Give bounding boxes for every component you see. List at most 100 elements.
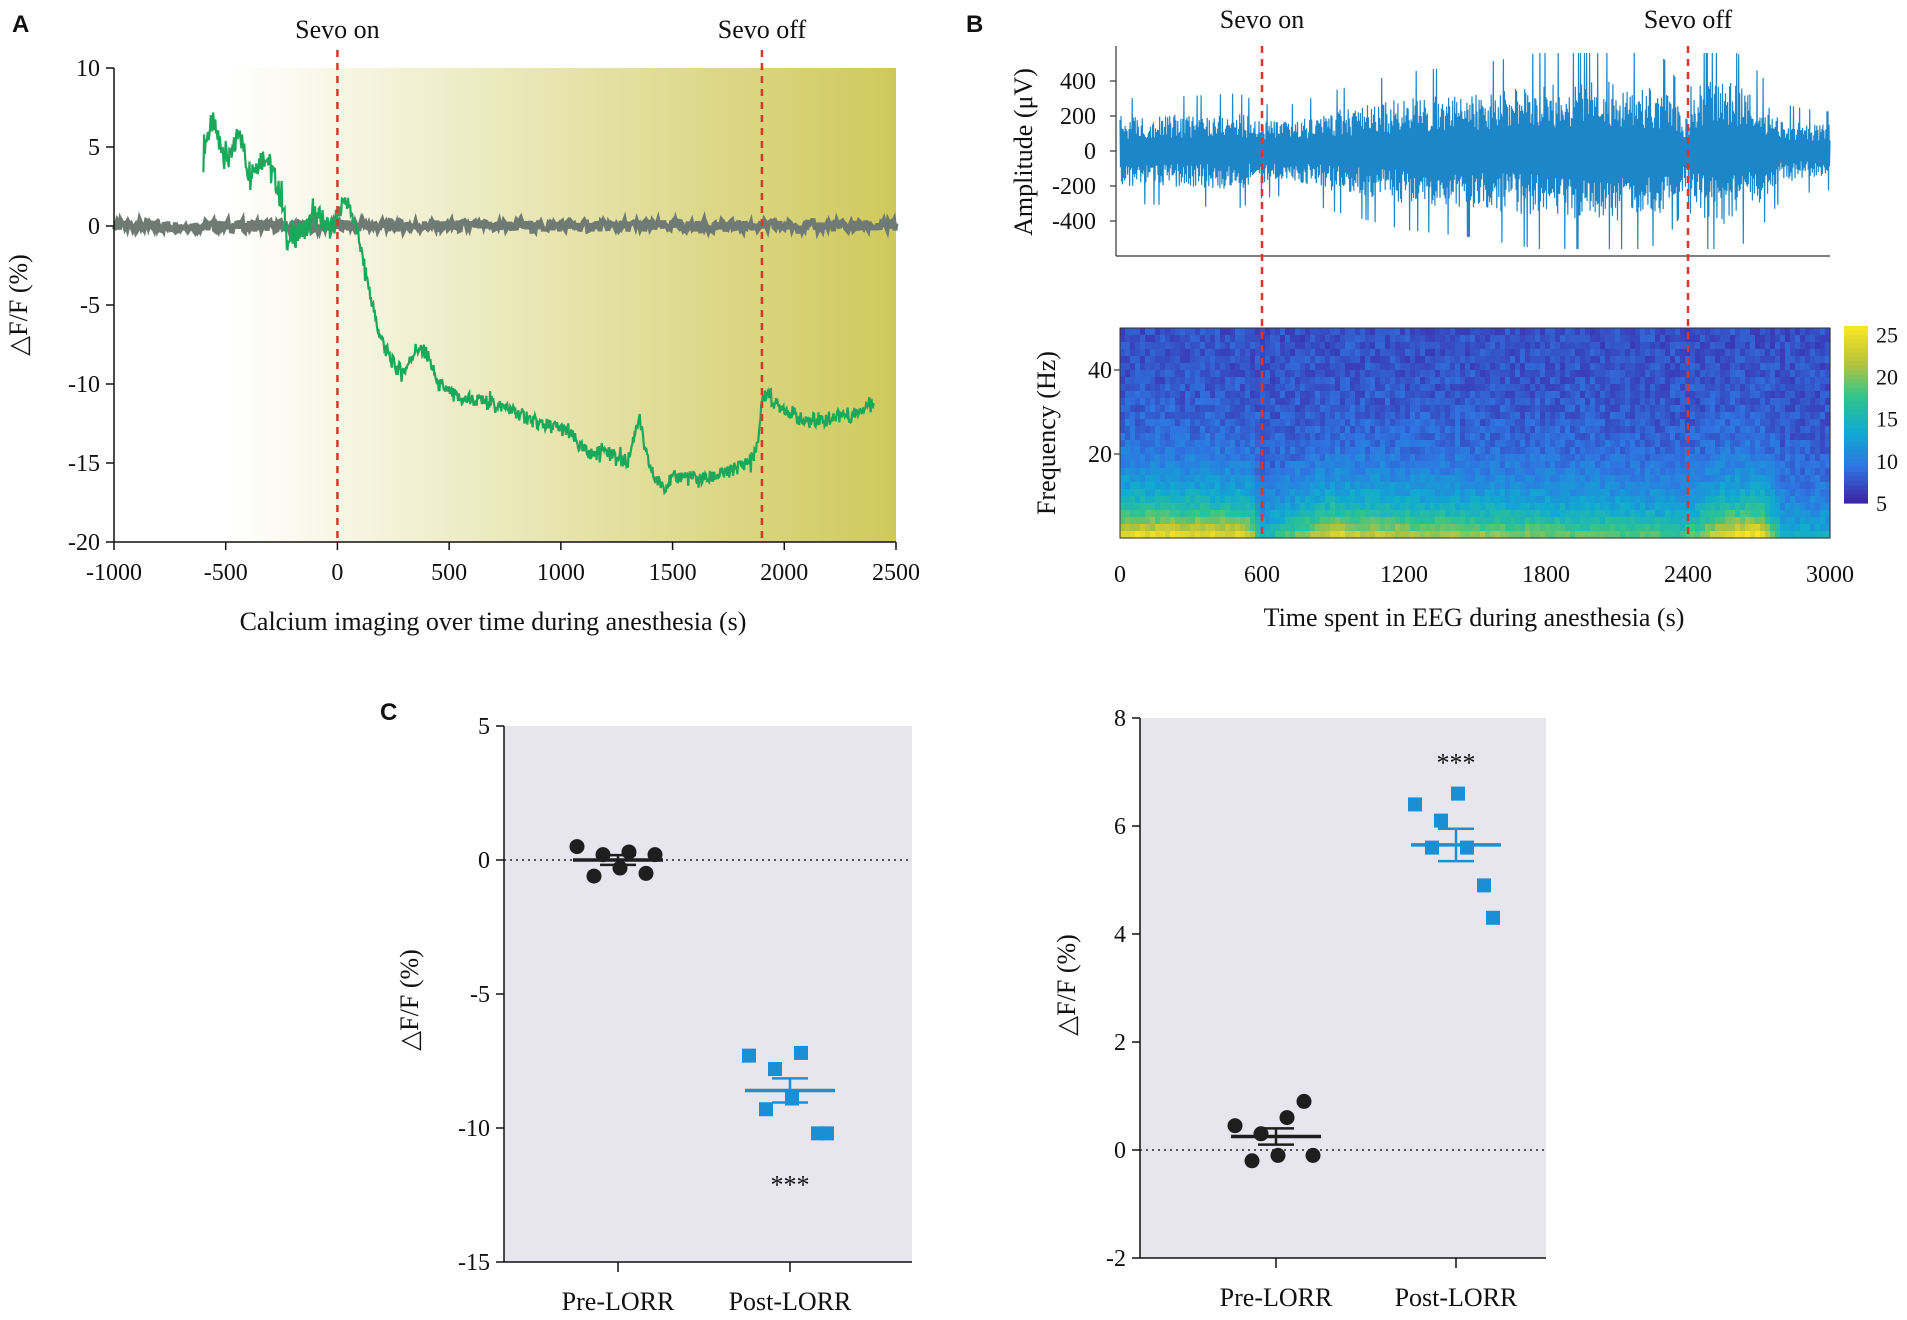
panel-b-colorbar-segment bbox=[1844, 494, 1868, 500]
panel-b-spectrogram-cell bbox=[1620, 412, 1626, 420]
panel-b-spectrogram-cell bbox=[1425, 405, 1431, 413]
panel-b-spectrogram-cell bbox=[1150, 517, 1156, 525]
panel-b-spectrogram-cell bbox=[1545, 328, 1551, 336]
panel-c-right-y-tick-label: 0 bbox=[1114, 1138, 1126, 1164]
panel-b-spectrogram-cell bbox=[1165, 349, 1171, 357]
panel-b-spectrogram-cell bbox=[1270, 370, 1276, 378]
panel-b-spectrogram-cell bbox=[1310, 391, 1316, 399]
panel-b-spectrogram-cell bbox=[1430, 510, 1436, 518]
panel-b-spectrogram-cell bbox=[1500, 433, 1506, 441]
panel-b-spectrogram-cell bbox=[1640, 496, 1646, 504]
panel-b-spectrogram-cell bbox=[1315, 412, 1321, 420]
panel-b-spectrogram-cell bbox=[1375, 384, 1381, 392]
panel-b-spectrogram-cell bbox=[1215, 356, 1221, 364]
panel-b-spectrogram-cell bbox=[1780, 349, 1786, 357]
panel-b-spectrogram-cell bbox=[1410, 342, 1416, 350]
panel-b-spectrogram-cell bbox=[1620, 433, 1626, 441]
panel-b-spectrogram-cell bbox=[1345, 433, 1351, 441]
panel-b-spectrogram-cell bbox=[1515, 461, 1521, 469]
panel-b-spectrogram-cell bbox=[1310, 349, 1316, 357]
panel-b-spectrogram-cell bbox=[1310, 454, 1316, 462]
panel-c-right-significance: *** bbox=[1437, 749, 1476, 778]
panel-b-spectrogram-cell bbox=[1680, 482, 1686, 490]
panel-b-spectrogram-cell bbox=[1235, 489, 1241, 497]
panel-b-spectrogram-cell bbox=[1630, 517, 1636, 525]
panel-b-spectrogram-cell bbox=[1605, 384, 1611, 392]
panel-b-spectrogram-cell bbox=[1365, 475, 1371, 483]
panel-b-spectrogram-cell bbox=[1700, 461, 1706, 469]
panel-b-spectrogram-cell bbox=[1725, 468, 1731, 476]
panel-b-spectrogram-cell bbox=[1670, 363, 1676, 371]
panel-b-spectrogram-cell bbox=[1300, 433, 1306, 441]
panel-b-spectrogram-cell bbox=[1560, 496, 1566, 504]
panel-b-spectrogram-cell bbox=[1220, 342, 1226, 350]
panel-b-spectrogram-cell bbox=[1730, 356, 1736, 364]
panel-b-spectrogram-cell bbox=[1225, 405, 1231, 413]
panel-b-spectrogram-cell bbox=[1245, 328, 1251, 336]
panel-b-spectrogram-cell bbox=[1815, 419, 1821, 427]
panel-b-spectrogram-cell bbox=[1290, 468, 1296, 476]
panel-b-spectrogram-cell bbox=[1815, 335, 1821, 343]
panel-b-spectrogram-cell bbox=[1670, 384, 1676, 392]
panel-b-spectrogram-cell bbox=[1595, 349, 1601, 357]
panel-b-spectrogram-cell bbox=[1680, 419, 1686, 427]
panel-b-spectrogram-cell bbox=[1620, 405, 1626, 413]
panel-b-spectrogram-cell bbox=[1590, 510, 1596, 518]
panel-b-spectrogram-cell bbox=[1390, 454, 1396, 462]
panel-b-spectrogram-cell bbox=[1125, 419, 1131, 427]
panel-b-spectrogram-cell bbox=[1285, 489, 1291, 497]
panel-b-spectrogram-cell bbox=[1380, 475, 1386, 483]
panel-b-spectrogram-cell bbox=[1320, 517, 1326, 525]
panel-b-spectrogram-cell bbox=[1175, 405, 1181, 413]
panel-b-spectrogram-cell bbox=[1345, 391, 1351, 399]
panel-b-spectrogram-cell bbox=[1565, 342, 1571, 350]
panel-b-spectrogram-cell bbox=[1645, 419, 1651, 427]
panel-b-spectrogram-cell bbox=[1775, 447, 1781, 455]
panel-b-spectrogram-cell bbox=[1155, 482, 1161, 490]
panel-b-spectrogram-cell bbox=[1440, 524, 1446, 532]
panel-b-spectrogram-cell bbox=[1230, 356, 1236, 364]
panel-b-spectrogram-cell bbox=[1120, 356, 1126, 364]
panel-b-spectrogram-cell bbox=[1720, 503, 1726, 511]
panel-b-spectrogram-cell bbox=[1200, 370, 1206, 378]
panel-b-spectrogram-cell bbox=[1305, 335, 1311, 343]
panel-b-spectrogram-cell bbox=[1715, 349, 1721, 357]
panel-b-spectrogram-cell bbox=[1445, 349, 1451, 357]
panel-b-colorbar-segment bbox=[1844, 401, 1868, 407]
panel-b-spectrogram-cell bbox=[1295, 482, 1301, 490]
panel-b-spectrogram-cell bbox=[1825, 454, 1831, 462]
panel-b-spectrogram-cell bbox=[1340, 356, 1346, 364]
panel-b-spectrogram-cell bbox=[1655, 475, 1661, 483]
panel-b-spectrogram-cell bbox=[1505, 440, 1511, 448]
panel-b-spectrogram-cell bbox=[1585, 510, 1591, 518]
panel-b-spectrogram-cell bbox=[1685, 363, 1691, 371]
panel-b-spectrogram-cell bbox=[1745, 517, 1751, 525]
panel-b-spectrogram-cell bbox=[1635, 363, 1641, 371]
panel-b-spectrogram-cell bbox=[1260, 377, 1266, 385]
panel-b-spectrogram-cell bbox=[1495, 370, 1501, 378]
panel-b-spectrogram-cell bbox=[1440, 349, 1446, 357]
panel-b-spectrogram-cell bbox=[1375, 454, 1381, 462]
panel-b-spectrogram-cell bbox=[1270, 517, 1276, 525]
panel-b-spectrogram-cell bbox=[1305, 363, 1311, 371]
panel-b-spectrogram-cell bbox=[1430, 496, 1436, 504]
panel-b-spectrogram-cell bbox=[1480, 377, 1486, 385]
panel-b-spectrogram-cell bbox=[1735, 342, 1741, 350]
panel-b-spectrogram-cell bbox=[1560, 426, 1566, 434]
panel-b-spectrogram-cell bbox=[1710, 405, 1716, 413]
panel-b-spectrogram-cell bbox=[1540, 454, 1546, 462]
panel-b-spectrogram-cell bbox=[1710, 531, 1716, 539]
panel-b-spectrogram-cell bbox=[1265, 377, 1271, 385]
panel-b-spectrogram-cell bbox=[1510, 342, 1516, 350]
panel-b-spectrogram-cell bbox=[1390, 468, 1396, 476]
panel-b-spectrogram-cell bbox=[1785, 335, 1791, 343]
panel-b-eeg-y-tick-label: -400 bbox=[1052, 209, 1096, 235]
panel-b-spectrogram-cell bbox=[1425, 370, 1431, 378]
panel-b-spectrogram-cell bbox=[1755, 419, 1761, 427]
panel-b-spectrogram-cell bbox=[1325, 482, 1331, 490]
panel-b-spectrogram-cell bbox=[1720, 426, 1726, 434]
panel-b-spectrogram-cell bbox=[1160, 356, 1166, 364]
panel-b-spectrogram-cell bbox=[1645, 496, 1651, 504]
panel-b-spectrogram-cell bbox=[1455, 356, 1461, 364]
panel-b-spectrogram-cell bbox=[1655, 524, 1661, 532]
